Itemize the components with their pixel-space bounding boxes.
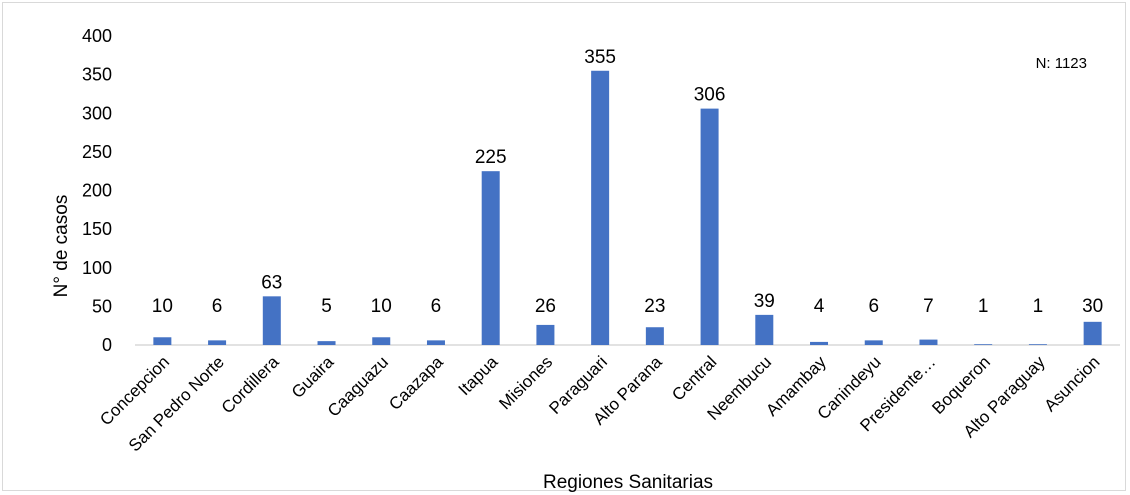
- bars: [153, 70, 1102, 346]
- bar: [317, 341, 336, 345]
- data-label: 4: [814, 296, 825, 317]
- y-tick-label: 100: [82, 258, 112, 278]
- bar: [536, 324, 555, 345]
- data-label: 306: [694, 85, 726, 106]
- bar: [208, 340, 227, 345]
- sample-size-annotation: N: 1123: [1036, 55, 1087, 72]
- data-label: 1: [1033, 296, 1044, 317]
- data-label: 1: [978, 296, 989, 317]
- data-label: 10: [371, 296, 392, 317]
- bar: [426, 340, 445, 345]
- bar: [591, 70, 610, 345]
- bar: [919, 339, 938, 345]
- data-label: 355: [584, 47, 616, 68]
- data-label: 6: [212, 296, 223, 317]
- bar: [810, 341, 829, 345]
- bar: [645, 327, 664, 345]
- data-label: 39: [754, 291, 775, 312]
- y-tick-label: 150: [82, 219, 112, 239]
- y-axis-ticks: 0 50 100 150 200 250 300 350 400: [82, 26, 112, 355]
- data-label: 225: [475, 147, 507, 168]
- x-category-label: Central: [668, 352, 720, 404]
- bar: [1083, 321, 1102, 345]
- x-axis-title: Regiones Sanitarias: [543, 472, 713, 493]
- y-axis-title: N° de casos: [51, 195, 72, 298]
- x-category-label: Asuncion: [1041, 352, 1104, 415]
- bar: [153, 337, 172, 345]
- y-tick-label: 200: [82, 181, 112, 201]
- data-label: 30: [1082, 296, 1103, 317]
- bar: [481, 171, 500, 345]
- bar: [262, 296, 281, 345]
- y-tick-label: 50: [92, 296, 112, 316]
- data-label: 23: [644, 296, 665, 317]
- y-tick-label: 0: [102, 335, 112, 355]
- bar: [372, 337, 391, 345]
- x-category-label: San Pedro Norte: [125, 352, 228, 455]
- bar: [864, 340, 883, 345]
- data-label: 63: [261, 272, 282, 293]
- x-category-label: Itapua: [455, 352, 502, 399]
- data-label: 6: [868, 296, 879, 317]
- y-tick-label: 300: [82, 103, 112, 123]
- bar: [755, 314, 774, 345]
- x-category-label: Cordillera: [218, 352, 283, 417]
- bar: [700, 108, 719, 346]
- y-tick-label: 400: [82, 26, 112, 46]
- data-labels: 10 6 63 5 10 6 225 26 355 23 306 39 4 6 7 1 1 30: [152, 47, 1103, 317]
- y-tick-label: 350: [82, 65, 112, 85]
- x-category-label: Guaira: [288, 352, 338, 402]
- x-category-label: Caazapa: [385, 352, 447, 414]
- data-label: 6: [431, 296, 442, 317]
- bar: [1028, 344, 1047, 345]
- data-label: 7: [923, 296, 934, 317]
- data-label: 10: [152, 296, 173, 317]
- data-label: 5: [321, 296, 332, 317]
- bar: [974, 344, 993, 345]
- data-label: 26: [535, 296, 556, 317]
- y-tick-label: 250: [82, 142, 112, 162]
